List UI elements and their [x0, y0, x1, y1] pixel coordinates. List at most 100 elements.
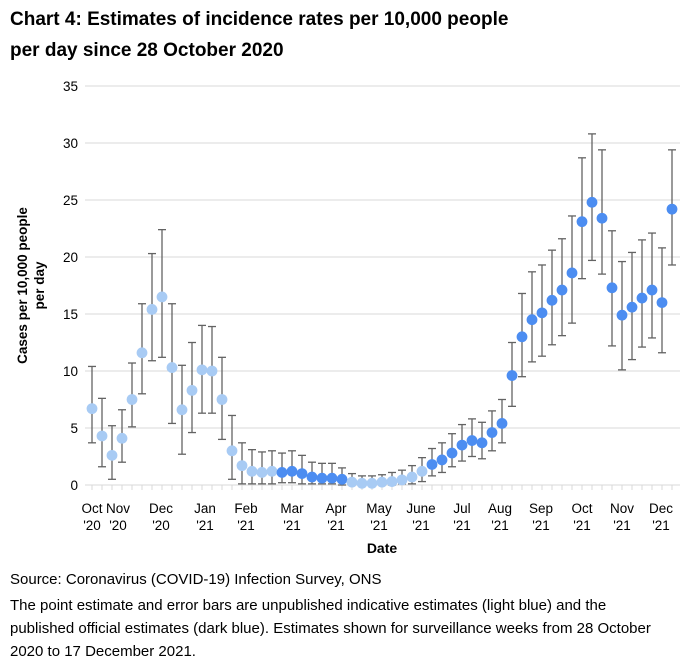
data-point-indicative [356, 477, 368, 489]
data-point-official [436, 454, 448, 466]
data-point-indicative [216, 394, 228, 405]
x-month-label: Jan [194, 501, 216, 516]
footnote-text: The point estimate and error bars are un… [10, 597, 651, 660]
data-point-indicative [86, 403, 98, 415]
x-month-label: Dec [149, 501, 173, 516]
data-point-indicative [366, 477, 378, 489]
data-point-official [556, 284, 568, 296]
x-month-label: Nov [106, 501, 130, 516]
x-month-year-label: '20 [152, 518, 170, 533]
x-month-label: Jul [453, 501, 470, 516]
data-point-official [306, 471, 318, 483]
data-point-official [576, 216, 588, 228]
x-month-label: Feb [234, 501, 257, 516]
x-month-year-label: '21 [237, 518, 255, 533]
data-point-indicative [266, 465, 278, 477]
x-month-year-label: '21 [532, 518, 550, 533]
chart-title-line2: per day since 28 October 2020 [10, 40, 284, 61]
x-month-label: Oct [81, 501, 102, 516]
x-month-label: Sep [529, 501, 553, 516]
chart-title: Chart 4: Estimates of incidence rates pe… [10, 4, 670, 66]
data-point-official [606, 282, 618, 294]
x-month-year-label: '20 [109, 518, 127, 533]
y-axis-title-line1: Cases per 10,000 people [15, 207, 30, 364]
data-point-indicative [116, 432, 128, 444]
data-point-official [636, 292, 648, 304]
data-point-official [536, 307, 548, 319]
data-point-indicative [386, 476, 398, 487]
data-point-official [326, 472, 338, 484]
y-tick-label-10: 10 [63, 364, 78, 379]
data-point-indicative [96, 430, 108, 442]
data-point-official [456, 439, 468, 451]
data-point-indicative [396, 474, 408, 486]
x-axis-title: Date [367, 540, 398, 556]
y-tick-label-35: 35 [63, 79, 78, 94]
data-point-official [466, 435, 478, 446]
x-month-year-label: '21 [453, 518, 471, 533]
data-point-indicative [256, 467, 268, 478]
data-point-indicative [196, 364, 208, 376]
x-month-year-label: '21 [196, 518, 214, 533]
x-month-label: May [366, 501, 392, 516]
y-tick-label-25: 25 [63, 193, 78, 208]
data-point-official [666, 203, 678, 215]
x-month-year-label: '20 [83, 518, 101, 533]
x-month-label: June [406, 501, 435, 516]
x-month-year-label: '21 [652, 518, 670, 533]
y-axis-title-line2: per day [32, 261, 47, 310]
x-month-label: Oct [571, 501, 592, 516]
data-point-official [276, 467, 288, 478]
data-point-indicative [406, 471, 418, 483]
x-month-label: Apr [325, 501, 347, 516]
x-month-label: Dec [649, 501, 673, 516]
data-point-indicative [346, 476, 358, 488]
y-tick-label-0: 0 [70, 478, 78, 493]
data-point-official [336, 473, 348, 485]
data-point-indicative [106, 449, 118, 461]
data-point-indicative [206, 365, 218, 377]
data-point-official [486, 427, 498, 438]
data-point-official [286, 465, 298, 477]
chart-title-line1: Chart 4: Estimates of incidence rates pe… [10, 9, 509, 30]
data-point-indicative [176, 404, 188, 416]
y-tick-label-15: 15 [63, 307, 78, 322]
source-text: Source: Coronavirus (COVID-19) Infection… [10, 571, 382, 588]
x-month-year-label: '21 [327, 518, 345, 533]
data-point-official [596, 212, 608, 224]
data-point-official [426, 459, 438, 470]
data-point-official [526, 314, 538, 326]
data-point-official [296, 468, 308, 479]
data-point-indicative [376, 476, 388, 488]
data-point-official [626, 301, 638, 313]
y-tick-label-30: 30 [63, 136, 78, 151]
data-point-official [546, 294, 558, 306]
data-point-official [476, 437, 488, 449]
data-point-indicative [156, 291, 168, 303]
data-point-official [516, 331, 528, 343]
x-month-year-label: '21 [491, 518, 509, 533]
x-month-year-label: '21 [412, 518, 430, 533]
x-month-year-label: '21 [370, 518, 388, 533]
data-point-official [506, 370, 518, 381]
x-month-label: Nov [610, 501, 634, 516]
data-point-indicative [226, 445, 238, 457]
data-point-indicative [246, 465, 258, 477]
data-point-official [496, 418, 508, 429]
data-point-official [646, 284, 658, 296]
data-point-official [616, 309, 628, 321]
data-point-indicative [186, 384, 198, 396]
y-tick-label-5: 5 [70, 421, 78, 436]
x-month-year-label: '21 [573, 518, 591, 533]
data-point-indicative [146, 304, 158, 315]
data-point-official [656, 297, 668, 308]
data-point-indicative [136, 347, 148, 359]
x-month-label: Aug [488, 501, 512, 516]
data-point-official [566, 267, 578, 279]
data-point-indicative [416, 465, 428, 477]
y-tick-label-20: 20 [63, 250, 78, 265]
data-point-indicative [236, 460, 248, 472]
data-point-official [316, 472, 328, 484]
data-point-indicative [126, 394, 138, 405]
